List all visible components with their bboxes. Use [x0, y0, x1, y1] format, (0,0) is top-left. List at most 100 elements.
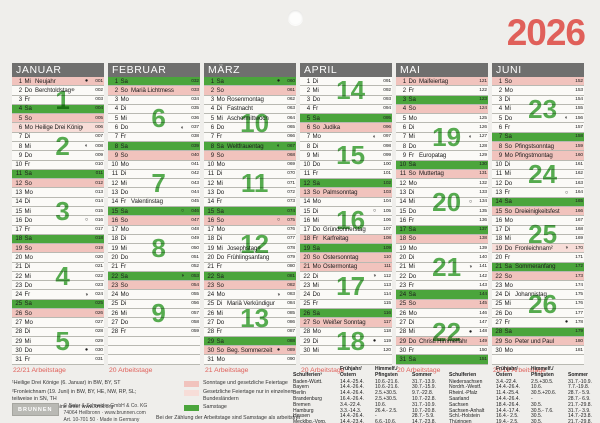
weekday-abbr: Sa [312, 114, 320, 122]
day-row: 18 Di 049 [108, 235, 200, 245]
weekday-abbr: So [24, 179, 32, 187]
day-row: 3 Mo 034 [108, 96, 200, 105]
day-number: 15 [111, 207, 118, 215]
day-of-year: 028 [95, 329, 103, 335]
day-of-year: 110 [383, 254, 391, 260]
day-of-year: 092 [383, 87, 391, 93]
weekday-abbr: Mi [24, 272, 31, 280]
moon-phase-icon: ◐ [276, 143, 281, 150]
day-number: 30 [399, 346, 406, 354]
pfingsten-dates: 10.6. [531, 384, 543, 391]
day-row: 17 Mo 048 [108, 226, 200, 235]
day-number: 11 [15, 170, 22, 178]
weekday-abbr: Fr [120, 198, 127, 206]
day-of-year: 143 [479, 282, 487, 288]
day-number: 28 [15, 328, 22, 336]
day-row: 20 Mo 020 [12, 253, 104, 263]
day-number: 18 [303, 235, 310, 243]
day-number: 22 [303, 272, 310, 280]
moon-phase-icon: ◐ [180, 124, 185, 131]
moon-phase-icon: ◑ [372, 273, 377, 280]
weekday-abbr: Do [408, 77, 417, 85]
weekday-abbr: Mo [408, 179, 417, 187]
day-row: 16 Fr 136 [396, 216, 488, 226]
weekday-abbr: So [120, 151, 128, 159]
day-row: 27 Do 058 [108, 318, 200, 328]
day-of-year: 096 [383, 125, 391, 131]
day-row: 4 Di 035 [108, 105, 200, 115]
day-of-year: 166 [575, 208, 583, 214]
day-row: 2 Fr 122 [396, 86, 488, 96]
day-number: 19 [303, 244, 310, 252]
day-number: 11 [399, 170, 406, 178]
sommer-dates: 21.7.-29.8. [568, 401, 592, 408]
day-number: 31 [399, 356, 406, 364]
day-number: 28 [399, 328, 406, 336]
day-row: 26 Mi 057 [108, 309, 200, 319]
day-of-year: 034 [191, 97, 199, 103]
weekday-abbr: Di [504, 161, 511, 169]
holiday-name: Weißer Sonntag [323, 318, 366, 326]
day-row: 11 Sa 011 [12, 169, 104, 180]
day-row: 17 Di 168 [492, 226, 584, 235]
day-of-year: 176 [575, 301, 583, 307]
day-number: 13 [495, 189, 502, 197]
day-of-year: 147 [479, 319, 487, 325]
day-number: 15 [15, 207, 22, 215]
day-row: 30 Do ● 030 [12, 346, 104, 356]
day-row: 30 So Beg. Sommerzeit ● 089 [204, 346, 296, 356]
day-row: 28 Sa 179 [492, 327, 584, 337]
day-number: 23 [207, 281, 214, 289]
weekday-abbr: Di [120, 300, 127, 308]
day-of-year: 072 [287, 190, 295, 196]
day-row: 23 Mi 113 [300, 281, 392, 291]
day-number: 7 [306, 133, 310, 141]
weekday-abbr: Sa [504, 198, 512, 206]
day-number: 8 [210, 142, 214, 150]
day-number: 4 [114, 105, 118, 113]
weekday-abbr: Di [24, 328, 31, 336]
weekday-abbr: Do [504, 309, 513, 317]
day-row: 17 Sa 137 [396, 225, 488, 235]
day-of-year: 014 [95, 199, 103, 205]
day-row: 14 Fr 073 [204, 198, 296, 207]
day-of-year: 102 [383, 180, 391, 186]
day-row: 9 So 068 [204, 151, 296, 161]
weekday-abbr: Di [408, 253, 415, 261]
day-number: 8 [306, 142, 310, 150]
day-of-year: 098 [383, 143, 391, 149]
pfingsten-dates: 30.5.- 7.6. [531, 407, 554, 414]
day-number: 1 [498, 77, 502, 85]
day-of-year: 161 [575, 162, 583, 168]
day-row: 25 Fr 115 [300, 300, 392, 310]
day-row: 16 Mo 167 [492, 216, 584, 226]
holiday-name: Muttertag [419, 170, 444, 178]
day-row: 8 Do 128 [396, 142, 488, 152]
day-number: 9 [498, 151, 502, 159]
day-of-year: 084 [287, 301, 295, 307]
weekday-abbr: Mo [504, 216, 513, 224]
day-of-year: 011 [95, 171, 103, 177]
day-row: 14 Sa 165 [492, 197, 584, 207]
day-of-year: 079 [287, 254, 295, 260]
weekday-abbr: Do [504, 114, 513, 122]
moon-phase-icon: ○ [564, 189, 569, 196]
holiday-name: Neujahr [35, 77, 56, 85]
weekday-abbr: Mo [312, 263, 321, 271]
day-number: 9 [306, 151, 310, 159]
month-days: 1 Sa ● 060 2 So 061 3 Mo Rosenmontag 062 4 Di Fastnac… [204, 77, 296, 365]
day-row: 31 Sa 151 [396, 355, 488, 365]
day-of-year: 004 [95, 106, 103, 112]
day-of-year: 169 [575, 236, 583, 242]
table-row: Mecklbg.-Vorp. 14.4.-23.4. 6.6.-10.6. 14.7.… [293, 419, 445, 423]
day-row: 1 Di 091 [300, 77, 392, 87]
working-days-label: 22/21 Arbeitstage [13, 366, 66, 374]
day-of-year: 013 [95, 190, 103, 196]
day-of-year: 156 [575, 115, 583, 121]
day-of-year: 112 [383, 273, 391, 279]
ostern-dates: 14.4.-26.4. [496, 384, 520, 391]
day-row: 6 Fr 157 [492, 123, 584, 133]
day-row: 1 Mi Neujahr ● 001 [12, 77, 104, 87]
day-number: 4 [498, 105, 502, 113]
day-of-year: 134 [479, 199, 487, 205]
